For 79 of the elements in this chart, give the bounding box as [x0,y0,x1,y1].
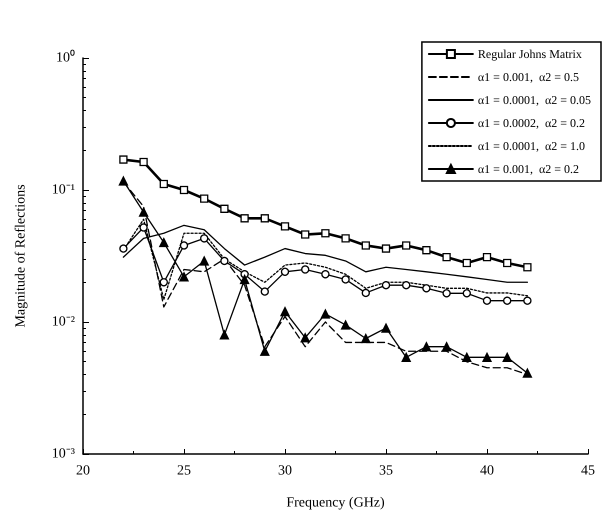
point [160,180,168,188]
point [180,186,188,194]
x-axis-title: Frequency (GHz) [286,496,386,510]
point [139,223,148,232]
point [482,352,492,362]
point [381,323,391,333]
point [402,281,410,290]
point [422,342,432,352]
legend-label: Regular Johns Matrix [478,47,582,61]
point [200,234,208,243]
point [442,252,451,262]
point [340,320,350,330]
point [160,278,168,286]
point [523,263,532,272]
point [320,309,330,319]
point [442,289,451,298]
point [382,244,390,253]
point [382,281,390,290]
point [280,222,290,231]
point [240,214,249,222]
point [200,194,208,203]
point [138,207,148,217]
point [422,284,431,292]
point [482,296,492,305]
point [220,204,229,213]
point [462,352,472,362]
point [502,352,512,362]
y-tick-label: 10⁻² [52,314,75,330]
legend-label: α1 = 0.0002, α2 = 0.2 [478,116,585,130]
point [180,241,188,250]
legend-label: α1 = 0.001, α2 = 0.2 [478,162,579,176]
x-tick-label: 20 [76,464,90,478]
point [220,256,229,266]
legend-label: α1 = 0.0001, α2 = 0.05 [478,93,591,107]
point [422,246,431,254]
point [260,214,269,222]
point [462,289,471,298]
point [341,275,350,284]
point [361,334,370,344]
legend-label: α1 = 0.0001, α2 = 1.0 [478,139,585,153]
x-tick-label: 45 [581,464,595,478]
point [179,272,189,282]
point [200,256,209,266]
point [503,296,512,305]
point [159,238,168,248]
point [300,333,310,342]
point [462,258,471,268]
point [442,342,452,352]
point [301,265,310,274]
point [280,306,290,316]
point [362,288,370,298]
point [402,352,411,362]
point [522,368,532,378]
x-tick-label: 35 [379,464,393,478]
point [503,258,512,268]
point [139,158,148,166]
point [362,241,370,250]
point [280,268,290,276]
legend-label: α1 = 0.001, α2 = 0.5 [478,70,579,84]
point [260,346,270,356]
point [119,155,128,164]
y-tick-label: 10⁻³ [52,446,75,462]
point [260,287,269,296]
point [220,330,230,340]
point [321,229,330,238]
point [119,244,128,253]
y-tick-label: 10⁻¹ [52,182,75,198]
point [341,234,350,243]
point [240,274,250,284]
y-axis-title: Magnitude of Reflections [14,184,28,328]
x-tick-label: 40 [480,464,494,478]
x-tick-label: 30 [278,464,292,478]
point [321,270,330,278]
y-tick-label: 10⁰ [56,50,75,66]
point [402,241,410,250]
x-tick-label: 25 [177,464,191,478]
point [523,296,532,305]
point [482,252,492,262]
point [301,230,310,239]
